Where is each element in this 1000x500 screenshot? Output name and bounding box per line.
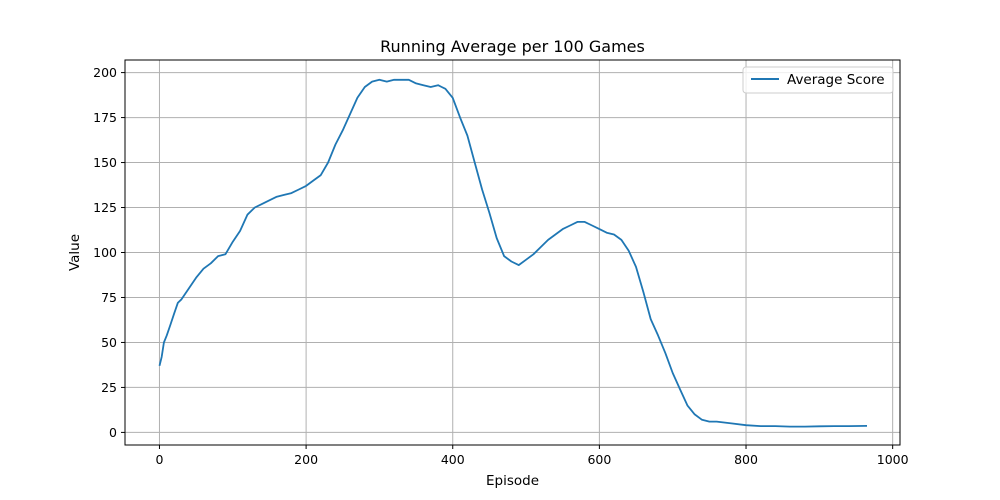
y-tick-label: 50: [101, 335, 117, 350]
x-tick-label: 0: [155, 452, 163, 467]
y-axis: 0 25 50 75 100 125 150 175 200: [93, 65, 125, 440]
y-tick-label: 25: [101, 380, 117, 395]
grid: [125, 60, 900, 445]
x-tick-label: 600: [587, 452, 611, 467]
legend-box: [742, 66, 894, 94]
x-axis-label: Episode: [486, 473, 539, 489]
y-tick-label: 150: [93, 155, 117, 170]
series-layer: [158, 78, 868, 428]
y-tick-label: 125: [93, 200, 117, 215]
y-tick-label: 0: [109, 425, 117, 440]
x-tick-label: 400: [441, 452, 465, 467]
y-tick-label: 100: [93, 245, 117, 260]
x-tick-label: 800: [734, 452, 758, 467]
series-line-0: [158, 78, 868, 428]
y-tick-label: 175: [93, 110, 117, 125]
y-tick-label: 75: [101, 290, 117, 305]
y-tick-label: 200: [93, 65, 117, 80]
legend: Average Score: [742, 66, 894, 94]
legend-label: Average Score: [787, 72, 885, 88]
y-axis-label: Value: [67, 234, 83, 271]
x-tick-label: 1000: [877, 452, 909, 467]
x-tick-label: 200: [294, 452, 318, 467]
x-axis: 0 200 400 600 800 1000: [155, 445, 909, 467]
chart-title: Running Average per 100 Games: [380, 37, 645, 56]
